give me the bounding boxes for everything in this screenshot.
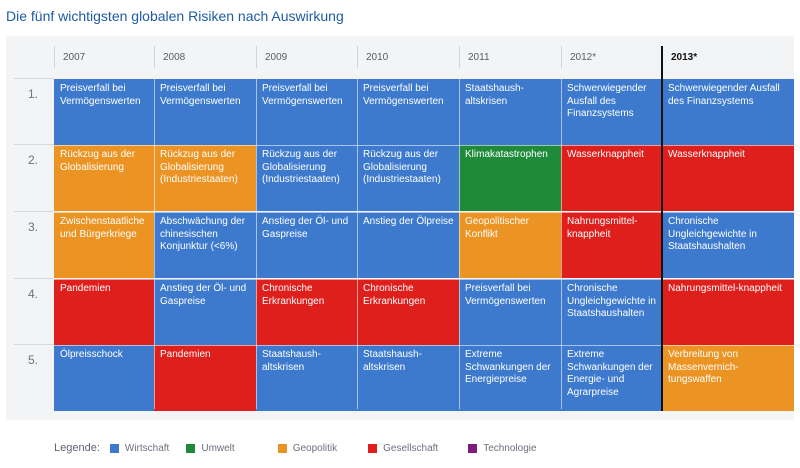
risk-cell: Chronische Erkrankungen: [256, 279, 357, 345]
legend-swatch: [109, 443, 119, 453]
risk-cell: Chronische Ungleichgewichte in Staatshau…: [561, 279, 662, 345]
cell-grid-line: [357, 79, 358, 409]
row-divider: [14, 144, 54, 145]
legend-item-gesellschaft: Gesellschaft: [368, 443, 438, 454]
risk-cell: Wasserknappheit: [662, 145, 794, 211]
year-divider: [561, 46, 562, 68]
risk-cell: Pandemien: [154, 345, 256, 411]
year-label: 2010: [366, 52, 389, 63]
risk-cell: Rückzug aus der Globalisierung (Industri…: [256, 145, 357, 211]
risk-cell: Rückzug aus der Globalisierung (Industri…: [357, 145, 459, 211]
legend-item-technologie: Technologie: [468, 442, 537, 454]
risk-cell: Extreme Schwankungen der Energiepreise: [459, 345, 561, 411]
risk-cell: Nahrungsmittel-knappheit: [662, 279, 794, 345]
year-divider: [357, 46, 358, 68]
risk-cell: Chronische Erkrankungen: [357, 279, 459, 345]
legend-title: Legende:: [54, 442, 100, 454]
risk-cell: Preisverfall bei Vermögenswerten: [256, 79, 357, 145]
cell-grid-line: [459, 79, 460, 409]
year-label: 2011: [468, 52, 490, 63]
risk-table: 2007 2008 2009 2010 2011 2012* 2013* 1. 2. 3. 4. 5.…: [6, 36, 794, 420]
legend-label: Umwelt: [201, 442, 235, 454]
risk-cell: Staatshaush-altskrisen: [357, 345, 459, 411]
legend-swatch: [468, 443, 478, 453]
risk-cell: Wasserknappheit: [561, 145, 662, 211]
year-divider: [154, 46, 155, 68]
year-label: 2008: [163, 52, 186, 63]
risk-cell: Staatshaush-altskrisen: [459, 79, 561, 145]
year-label: 2012*: [570, 52, 597, 63]
risk-cell: Preisverfall bei Vermögenswerten: [154, 79, 256, 145]
chart-title: Die fünf wichtigsten globalen Risiken na…: [6, 8, 344, 24]
cell-grid-line: [54, 145, 794, 146]
year-label: 2007: [63, 52, 86, 63]
risk-cell: Ölpreisschock: [54, 345, 154, 411]
risk-cell: Extreme Schwankungen der Energie- und Ag…: [561, 345, 662, 411]
legend-label: Gesellschaft: [383, 442, 439, 454]
row-divider: [14, 344, 54, 345]
risk-cell: Preisverfall bei Vermögenswerten: [459, 279, 561, 345]
rank-label: 4.: [28, 287, 39, 301]
rank-label: 3.: [28, 220, 39, 234]
legend-label: Technologie: [483, 442, 537, 454]
rank-label: 1.: [28, 87, 39, 101]
cell-grid-line: [54, 212, 794, 213]
risk-cell: Schwerwiegender Ausfall des Finanzsystem…: [561, 79, 662, 145]
risk-cell: Geopolitischer Konflikt: [459, 212, 561, 278]
year-divider: [54, 46, 55, 68]
row-divider: [14, 278, 54, 279]
risk-cell: Klimakatastrophen: [459, 145, 561, 211]
legend-swatch: [186, 443, 196, 453]
risk-cell: Nahrungsmittel-knappheit: [561, 212, 662, 278]
legend-item-umwelt: Umwelt: [186, 442, 235, 454]
cell-grid-line: [54, 345, 794, 346]
cell-grid-line: [256, 79, 257, 409]
legend: Legende: Wirtschaft Umwelt Geopolitik Gesel…: [54, 441, 537, 455]
legend-item-geopolitik: Geopolitik: [277, 442, 338, 454]
legend-label: Wirtschaft: [124, 442, 170, 454]
risk-cell: Anstieg der Öl- und Gaspreise: [154, 279, 256, 345]
risk-cell: Schwerwiegender Ausfall des Finanzsystem…: [662, 79, 794, 145]
year-label: 2009: [265, 52, 288, 63]
risk-cell: Verbreitung von Massenvernich-tungswaffe…: [662, 345, 794, 411]
year-divider: [459, 46, 460, 68]
risk-cell: Staatshaush-altskrisen: [256, 345, 357, 411]
risk-cell: Abschwächung der chinesischen Konjunktur…: [154, 212, 256, 278]
risk-cell: Zwischenstaatliche und Bürgerkriege: [54, 212, 154, 278]
year-label: 2013*: [671, 52, 698, 63]
year-divider: [256, 46, 257, 68]
legend-label: Geopolitik: [292, 442, 338, 454]
risk-cell: Chronische Ungleichgewichte in Staatshau…: [662, 212, 794, 278]
row-divider: [14, 78, 54, 79]
legend-swatch: [368, 443, 378, 453]
legend-item-wirtschaft: Wirtschaft: [109, 442, 170, 454]
risk-cell: Rückzug aus der Globalisierung (Industri…: [154, 145, 256, 211]
risk-cell: Pandemien: [54, 279, 154, 345]
cell-grid-line: [561, 79, 562, 409]
legend-swatch: [277, 443, 287, 453]
cell-grid-line: [54, 279, 794, 280]
highlight-year-marker: [661, 46, 663, 411]
cell-grid-line: [154, 79, 155, 409]
risk-cell: Preisverfall bei Vermögenswerten: [357, 79, 459, 145]
rank-label: 2.: [28, 153, 39, 167]
risk-cell: Anstieg der Ölpreise: [357, 212, 459, 278]
risk-cell: Rückzug aus der Globalisierung: [54, 145, 154, 211]
row-divider: [14, 211, 54, 212]
risk-cell: Preisverfall bei Vermögenswerten: [54, 79, 154, 145]
risk-cell: Anstieg der Öl- und Gaspreise: [256, 212, 357, 278]
rank-label: 5.: [28, 353, 39, 367]
